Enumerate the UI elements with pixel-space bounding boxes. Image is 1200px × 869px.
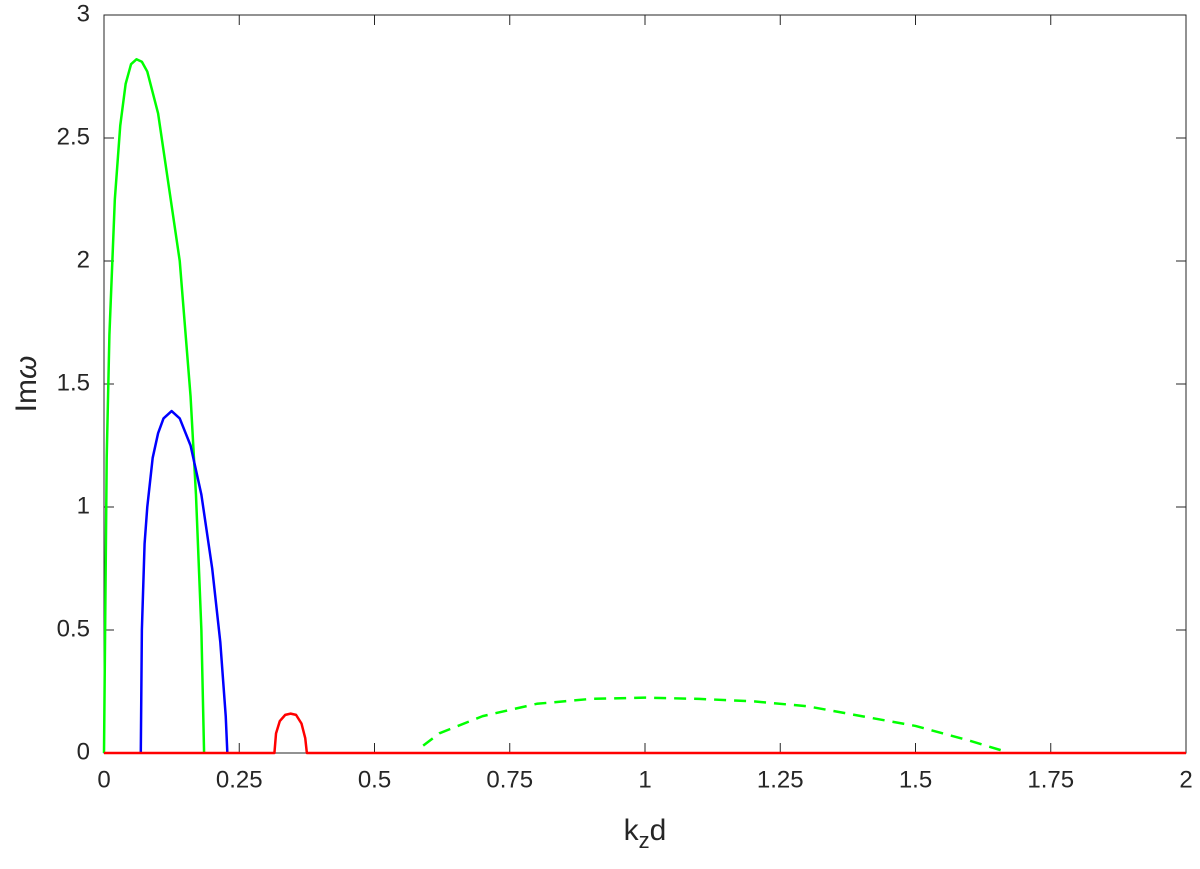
- y-tick-label: 0: [77, 738, 90, 765]
- x-tick-label: 1.25: [757, 766, 804, 793]
- x-tick-label: 1: [638, 766, 651, 793]
- plot-frame: [103, 14, 1187, 754]
- y-tick-label: 2.5: [57, 123, 90, 150]
- x-tick-label: 1.5: [899, 766, 932, 793]
- y-tick-label: 1: [77, 492, 90, 519]
- x-tick-label: 0.5: [358, 766, 391, 793]
- y-tick-label: 0.5: [57, 615, 90, 642]
- x-tick-label: 1.75: [1027, 766, 1074, 793]
- y-tick-label: 1.5: [57, 369, 90, 396]
- y-axis-label: Imω: [10, 356, 43, 413]
- x-tick-label: 0.75: [486, 766, 533, 793]
- x-tick-label: 0.25: [216, 766, 263, 793]
- series-line: [102, 58, 206, 754]
- y-tick-label: 2: [77, 246, 90, 273]
- x-axis-label: kzd: [624, 814, 667, 853]
- x-tick-label: 2: [1179, 766, 1192, 793]
- series-line: [422, 696, 1003, 752]
- series-line: [104, 712, 1186, 755]
- y-tick-label: 3: [77, 0, 90, 27]
- x-tick-label: 0: [97, 766, 110, 793]
- series-line: [139, 409, 229, 754]
